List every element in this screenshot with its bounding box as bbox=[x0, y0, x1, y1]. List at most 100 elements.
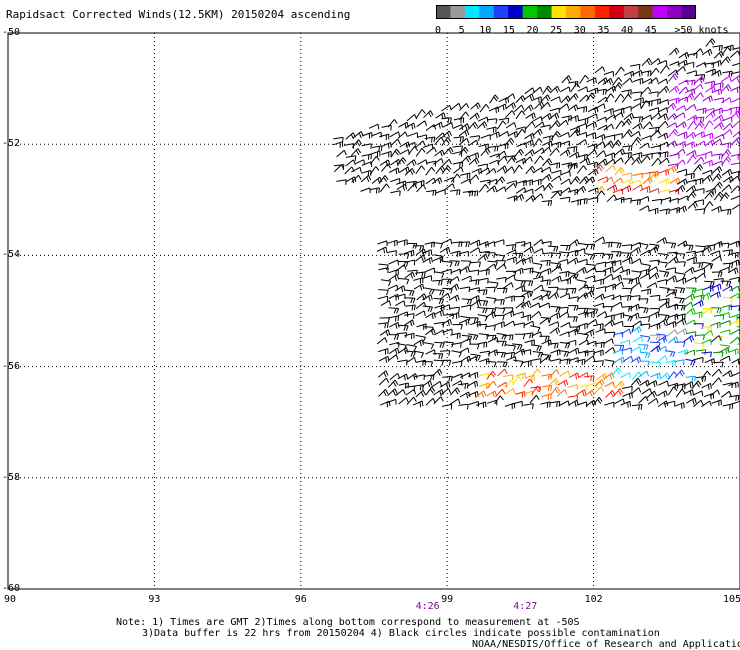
wind-barb bbox=[684, 266, 695, 274]
wind-barb bbox=[549, 147, 560, 157]
wind-barb bbox=[567, 104, 579, 112]
wind-barb bbox=[641, 114, 653, 121]
wind-barb bbox=[369, 166, 380, 175]
wind-barb bbox=[622, 77, 633, 85]
wind-barb bbox=[549, 400, 561, 407]
wind-barb bbox=[486, 296, 497, 304]
wind-barb bbox=[434, 289, 445, 296]
wind-barb bbox=[593, 349, 604, 357]
wind-barb bbox=[381, 150, 392, 158]
wind-barb bbox=[579, 157, 591, 165]
wind-barb bbox=[379, 317, 390, 323]
wind-barb bbox=[685, 185, 697, 193]
wind-barb bbox=[731, 97, 740, 103]
wind-barb bbox=[659, 314, 670, 321]
wind-barb bbox=[596, 116, 607, 123]
wind-barb bbox=[441, 318, 452, 326]
wind-barb bbox=[448, 294, 460, 302]
wind-barb bbox=[541, 173, 552, 181]
wind-barb bbox=[378, 175, 389, 184]
wind-barb bbox=[388, 167, 400, 175]
wind-barb bbox=[522, 280, 534, 287]
wind-barb bbox=[523, 139, 534, 147]
wind-barb bbox=[558, 103, 570, 111]
wind-barb bbox=[722, 285, 733, 292]
wind-barb bbox=[583, 290, 595, 298]
wind-barb bbox=[657, 261, 668, 268]
wind-barb bbox=[692, 48, 704, 56]
wind-barb bbox=[354, 159, 365, 165]
wind-barb bbox=[621, 347, 632, 354]
wind-barb bbox=[387, 388, 398, 397]
wind-barb bbox=[541, 385, 553, 392]
wind-barb bbox=[568, 239, 580, 247]
longitude-tick-label: 93 bbox=[148, 594, 161, 605]
wind-barb bbox=[416, 109, 426, 119]
wind-barb bbox=[542, 135, 553, 142]
wind-barb bbox=[523, 188, 534, 195]
wind-barb bbox=[547, 245, 559, 252]
wind-barb bbox=[388, 347, 400, 355]
wind-barb bbox=[604, 314, 615, 321]
wind-barb bbox=[684, 93, 695, 102]
wind-barb bbox=[639, 323, 651, 330]
wind-barb bbox=[658, 380, 669, 387]
wind-barb bbox=[674, 112, 686, 119]
wind-barb bbox=[443, 341, 454, 348]
wind-barb bbox=[459, 241, 470, 248]
wind-barb bbox=[468, 174, 480, 183]
wind-barb bbox=[394, 285, 406, 293]
wind-barb bbox=[378, 267, 389, 273]
wind-barb bbox=[452, 124, 463, 130]
wind-barb bbox=[540, 279, 551, 286]
wind-barb bbox=[487, 145, 499, 152]
wind-barb bbox=[532, 128, 543, 137]
wind-barb bbox=[659, 65, 670, 74]
wind-barb bbox=[407, 132, 419, 138]
wind-barb bbox=[620, 294, 632, 301]
wind-barb bbox=[397, 131, 408, 139]
wind-barb bbox=[596, 311, 608, 318]
wind-barb bbox=[458, 403, 469, 410]
wind-barb bbox=[504, 93, 516, 101]
wind-barb bbox=[567, 328, 579, 336]
wind-barb bbox=[566, 146, 578, 153]
wind-barb bbox=[665, 242, 677, 249]
wind-barb bbox=[666, 122, 678, 129]
wind-barb bbox=[530, 311, 542, 319]
wind-barb bbox=[585, 263, 596, 271]
wind-barb bbox=[439, 292, 451, 300]
wind-barb bbox=[351, 174, 362, 183]
wind-barb bbox=[675, 388, 686, 398]
wind-barb bbox=[559, 400, 570, 406]
wind-barb bbox=[533, 284, 544, 291]
wind-barb bbox=[413, 339, 424, 347]
wind-barb bbox=[704, 190, 715, 200]
wind-barb bbox=[390, 190, 401, 197]
wind-barb bbox=[641, 70, 652, 77]
wind-barb bbox=[594, 293, 605, 301]
wind-barb bbox=[593, 302, 605, 309]
wind-barb bbox=[639, 273, 651, 280]
wind-barb bbox=[443, 147, 454, 156]
wind-barb bbox=[559, 292, 571, 299]
wind-barb bbox=[422, 256, 434, 264]
wind-barb bbox=[574, 358, 586, 366]
wind-barb bbox=[577, 292, 589, 300]
wind-barb bbox=[444, 183, 455, 191]
wind-barb bbox=[496, 332, 507, 340]
wind-barb bbox=[556, 389, 568, 397]
wind-barb bbox=[541, 339, 552, 347]
wind-barb bbox=[685, 132, 697, 139]
wind-barb bbox=[702, 261, 714, 269]
wind-barb bbox=[559, 270, 570, 278]
wind-barb bbox=[396, 180, 407, 188]
wind-barb bbox=[388, 273, 400, 281]
color-scale-label: 40 bbox=[621, 25, 634, 36]
wind-barb bbox=[711, 88, 722, 96]
wind-barb bbox=[685, 358, 696, 366]
wind-barb bbox=[496, 381, 508, 388]
color-scale-swatch bbox=[522, 5, 538, 19]
wind-barb bbox=[585, 132, 597, 139]
wind-barb bbox=[486, 360, 497, 368]
